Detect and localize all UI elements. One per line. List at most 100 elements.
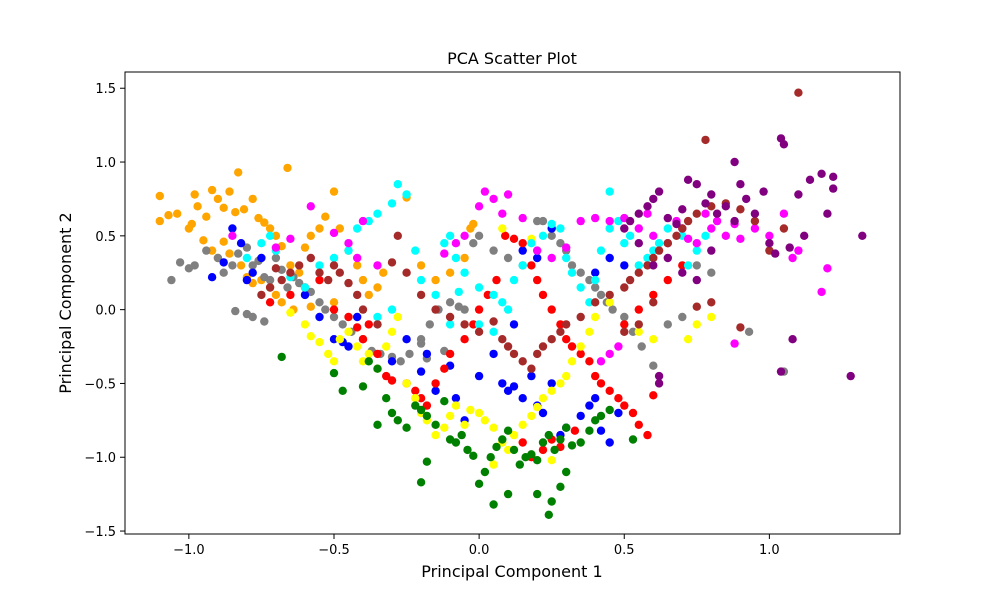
y-tick-label: 0.5 xyxy=(95,230,116,245)
data-point xyxy=(736,205,745,214)
data-point xyxy=(411,246,420,255)
data-point xyxy=(242,243,252,252)
data-point xyxy=(219,258,228,267)
y-tick-label: −1.5 xyxy=(84,525,116,540)
data-point xyxy=(817,169,826,178)
data-point xyxy=(344,342,353,351)
data-point xyxy=(469,239,478,248)
data-point xyxy=(683,175,693,184)
data-point xyxy=(234,249,243,258)
data-point xyxy=(364,320,373,329)
data-point xyxy=(254,213,263,223)
data-point xyxy=(167,275,176,285)
data-point xyxy=(518,213,527,223)
data-point xyxy=(225,187,234,196)
data-point xyxy=(306,332,315,341)
data-point xyxy=(509,320,519,329)
data-point xyxy=(445,312,455,322)
x-tick-label: 0.0 xyxy=(469,543,490,558)
data-point xyxy=(271,243,281,252)
y-axis: −1.5 −1.0 −0.5 0.0 0.5 1.0 1.5 xyxy=(84,82,125,540)
data-point xyxy=(489,500,498,509)
data-point xyxy=(489,290,498,300)
data-point xyxy=(547,456,556,465)
data-point xyxy=(469,320,478,329)
data-point xyxy=(344,239,353,248)
data-point xyxy=(483,290,492,300)
data-point xyxy=(492,442,501,452)
data-point xyxy=(620,401,629,410)
data-point xyxy=(306,202,315,211)
data-point xyxy=(663,239,672,248)
data-point xyxy=(248,194,257,204)
data-point xyxy=(474,231,484,240)
data-point xyxy=(712,216,722,226)
data-point xyxy=(788,253,797,263)
data-point xyxy=(765,231,774,240)
data-point xyxy=(460,335,469,344)
data-point xyxy=(562,253,571,263)
data-point xyxy=(533,253,542,263)
data-point xyxy=(634,420,643,429)
data-point xyxy=(779,209,789,218)
data-point xyxy=(353,323,362,332)
data-point xyxy=(440,239,449,248)
data-point xyxy=(663,213,672,223)
data-point xyxy=(445,320,455,329)
data-point xyxy=(759,187,768,196)
data-point xyxy=(463,445,472,455)
data-point xyxy=(489,246,498,255)
data-point xyxy=(501,231,510,240)
data-point xyxy=(794,246,803,255)
data-point xyxy=(730,157,739,167)
data-point xyxy=(265,298,275,307)
data-point xyxy=(596,246,606,255)
data-point xyxy=(460,231,469,240)
data-point xyxy=(672,219,681,229)
data-point xyxy=(265,275,275,285)
data-point xyxy=(533,246,542,255)
data-point xyxy=(649,194,658,204)
data-point xyxy=(202,212,211,221)
data-point xyxy=(286,308,295,317)
data-point xyxy=(556,327,565,336)
data-point xyxy=(286,290,295,300)
data-point xyxy=(823,209,832,218)
x-axis-label: Principal Component 1 xyxy=(421,562,602,581)
data-point xyxy=(338,320,347,329)
data-point xyxy=(591,371,600,381)
data-point xyxy=(474,371,484,381)
data-point xyxy=(402,268,411,277)
data-point xyxy=(382,342,391,351)
data-point xyxy=(846,371,855,381)
data-point xyxy=(498,379,507,388)
data-point xyxy=(315,298,324,307)
data-point xyxy=(422,401,432,410)
data-point xyxy=(489,349,498,359)
data-point xyxy=(315,268,324,277)
data-point xyxy=(213,253,223,263)
data-point xyxy=(585,426,594,435)
data-point xyxy=(451,253,461,263)
data-point xyxy=(364,290,373,300)
data-point xyxy=(257,253,266,263)
data-point xyxy=(547,305,556,314)
y-tick-label: −1.0 xyxy=(84,451,116,466)
data-point xyxy=(576,411,585,421)
data-point xyxy=(373,364,382,373)
data-point xyxy=(295,261,304,270)
data-point xyxy=(440,249,449,258)
data-point xyxy=(800,231,809,240)
data-point xyxy=(187,219,196,229)
data-point xyxy=(155,216,164,226)
data-point xyxy=(649,261,658,270)
data-point xyxy=(416,394,426,403)
data-point xyxy=(605,438,614,447)
data-point xyxy=(742,194,751,204)
data-point xyxy=(628,408,638,418)
data-point xyxy=(460,268,469,277)
data-point xyxy=(353,253,362,263)
data-point xyxy=(654,239,664,248)
data-point xyxy=(474,320,484,329)
data-point xyxy=(364,349,373,359)
